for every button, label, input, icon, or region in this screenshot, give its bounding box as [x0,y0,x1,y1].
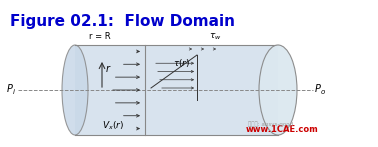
Ellipse shape [259,45,297,135]
Text: www.1CAE.com: www.1CAE.com [246,125,318,134]
Text: $\tau_w$: $\tau_w$ [209,31,221,42]
Text: Figure 02.1:  Flow Domain: Figure 02.1: Flow Domain [10,14,235,29]
Text: o: o [321,89,325,95]
Ellipse shape [62,45,88,135]
Text: r: r [106,64,110,74]
Text: P: P [315,84,321,94]
Text: $\tau(r)$: $\tau(r)$ [173,57,191,69]
Text: i: i [12,89,14,95]
Text: 微信号: ansys-good: 微信号: ansys-good [248,121,293,127]
Text: $V_x(r)$: $V_x(r)$ [102,120,124,132]
Bar [75,45,278,135]
Text: P: P [7,84,13,94]
Text: r = R: r = R [89,32,111,41]
